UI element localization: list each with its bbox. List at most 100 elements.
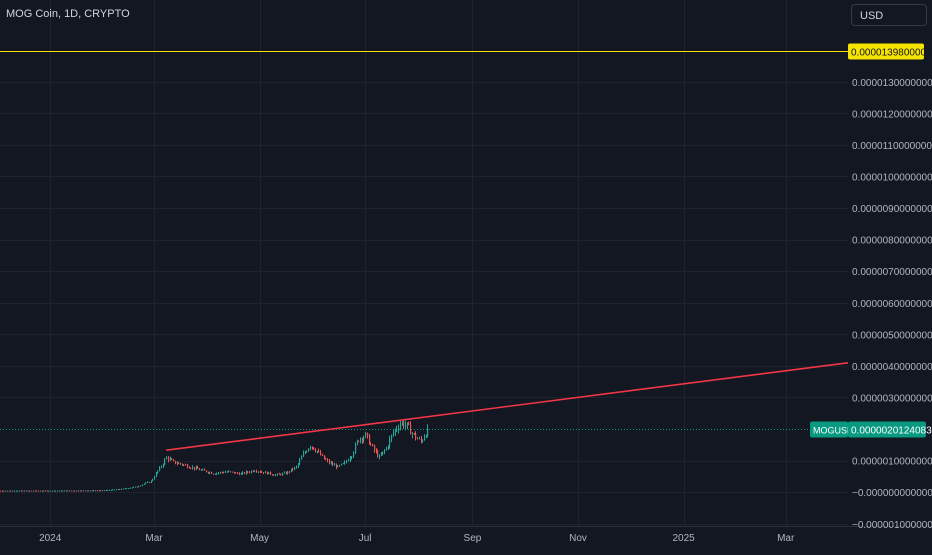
- y-tick-label: −0.00000000000000: [852, 488, 932, 499]
- candle-body: [256, 471, 258, 473]
- candle-body: [382, 451, 384, 455]
- symbol-badge: [810, 421, 848, 438]
- y-tick-label: 0.00000500000000: [852, 330, 932, 341]
- candle-body: [102, 490, 104, 492]
- candle-body: [209, 472, 211, 474]
- candle-body: [332, 462, 334, 465]
- currency-selector[interactable]: USD: [851, 4, 927, 26]
- candle-body: [289, 471, 291, 473]
- candle-body: [28, 490, 30, 492]
- candle-body: [372, 444, 374, 446]
- candle-body: [331, 462, 333, 464]
- candle-body: [422, 440, 424, 442]
- candle-body: [280, 473, 282, 475]
- candle-body: [357, 440, 359, 445]
- candle-body: [111, 489, 113, 491]
- candle-body: [97, 490, 99, 492]
- candle-body: [384, 449, 386, 452]
- candle-body: [204, 469, 206, 471]
- candle-body: [123, 488, 125, 490]
- last-price-badge: [848, 421, 926, 438]
- y-tick-label: 0.00001100000000: [852, 141, 932, 152]
- x-tick-label: Sep: [464, 533, 482, 544]
- candle-body: [388, 446, 390, 448]
- candle-body: [196, 467, 198, 469]
- candle-body: [119, 489, 121, 491]
- candle-body: [43, 490, 45, 492]
- candle-body: [138, 486, 140, 488]
- candle-body: [152, 479, 154, 481]
- candle-body: [286, 472, 288, 475]
- candle-body: [301, 456, 303, 460]
- candle-body: [223, 472, 225, 474]
- candle-body: [62, 490, 64, 492]
- candle-body: [254, 471, 256, 473]
- candle-body: [104, 490, 106, 492]
- candle-body: [59, 490, 61, 492]
- candle-body: [201, 469, 203, 471]
- candle-body: [76, 490, 78, 492]
- candle-body: [320, 451, 322, 456]
- candle-body: [199, 468, 201, 471]
- candle-body: [5, 490, 7, 492]
- candle-body: [7, 490, 9, 492]
- candle-body: [306, 451, 308, 453]
- candle-body: [415, 433, 417, 439]
- candle-body: [69, 490, 71, 492]
- currency-label: USD: [860, 10, 884, 22]
- candle-body: [144, 483, 146, 485]
- candle-body: [142, 484, 144, 486]
- candle-body: [273, 474, 275, 476]
- candle-body: [282, 473, 284, 475]
- y-tick-label: 0.00000800000000: [852, 236, 932, 247]
- candle-body: [395, 429, 397, 433]
- candle-body: [350, 458, 352, 461]
- candle-body: [147, 481, 149, 483]
- candle-body: [88, 490, 90, 492]
- candle-body: [249, 472, 251, 474]
- candle-body: [206, 470, 208, 473]
- candle-body: [370, 444, 372, 446]
- candle-body: [405, 425, 407, 428]
- candle-body: [149, 481, 151, 483]
- candle-body: [114, 489, 116, 491]
- candle-body: [215, 473, 217, 475]
- candle-body: [317, 451, 319, 453]
- candle-body: [74, 490, 76, 492]
- candle-body: [291, 468, 293, 472]
- trendline[interactable]: [166, 361, 849, 452]
- x-tick-label: 2024: [39, 533, 62, 544]
- candle-body: [35, 490, 37, 492]
- candle-body: [19, 490, 21, 492]
- candle-body: [377, 451, 379, 457]
- candle-body: [267, 471, 269, 475]
- candle-body: [170, 458, 172, 461]
- candle-body: [334, 464, 336, 466]
- candle-body: [90, 490, 92, 492]
- candle-body: [47, 490, 49, 492]
- candle-body: [16, 490, 18, 492]
- x-tick-label: Mar: [145, 533, 163, 544]
- candle-body: [21, 490, 23, 492]
- candle-body: [92, 490, 94, 492]
- candle-body: [393, 432, 395, 435]
- candle-body: [376, 450, 378, 452]
- candle-body: [365, 432, 367, 438]
- candle-body: [343, 463, 345, 465]
- candle-body: [116, 489, 118, 491]
- candle-body: [190, 467, 192, 469]
- candle-body: [337, 465, 339, 468]
- candle-body: [265, 471, 267, 474]
- candle-body: [121, 488, 123, 490]
- candle-body: [192, 466, 194, 469]
- candle-body: [180, 463, 182, 465]
- candle-body: [292, 468, 294, 470]
- candle-body: [268, 472, 270, 475]
- candle-body: [156, 472, 158, 477]
- candle-body: [14, 490, 16, 492]
- candle-body: [132, 487, 134, 489]
- candle-body: [42, 490, 44, 492]
- candle-body: [400, 423, 402, 429]
